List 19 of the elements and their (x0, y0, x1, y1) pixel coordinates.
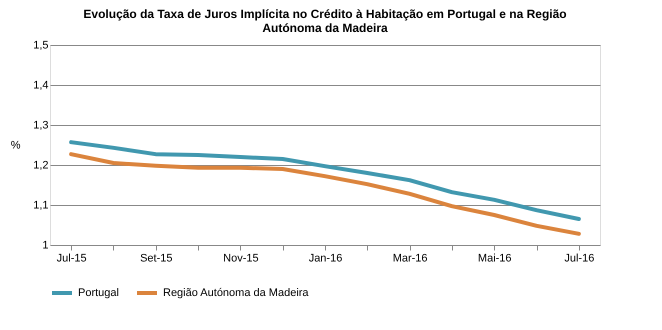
line-series (69, 140, 581, 221)
chart-title: Evolução da Taxa de Juros Implícita no Crédito à Habitação em Portugal e na Região Autónoma da Madeira (83, 7, 567, 35)
x-tick-label: Mai-16 (478, 252, 512, 264)
legend-label: Portugal (78, 287, 119, 299)
x-tick-label: Jan-16 (308, 252, 342, 264)
y-tick-label: 1,1 (33, 200, 48, 212)
y-axis-title: % (10, 140, 21, 152)
x-tick-label: Nov-15 (223, 252, 259, 264)
x-tick-label: Jul-15 (56, 252, 87, 264)
y-tick-label: 1,4 (33, 80, 48, 92)
x-tick-label: Jul-16 (564, 252, 594, 264)
y-tick-label: 1 (42, 240, 48, 252)
y-tick-label: 1,2 (33, 160, 48, 172)
x-tick-label: Set-15 (140, 252, 172, 264)
legend-label: Região Autónoma da Madeira (163, 287, 310, 299)
line-series (69, 152, 581, 236)
x-tick-label: Mar-16 (392, 252, 428, 264)
y-tick-label: 1,5 (33, 40, 48, 52)
y-tick-label: 1,3 (33, 120, 48, 132)
